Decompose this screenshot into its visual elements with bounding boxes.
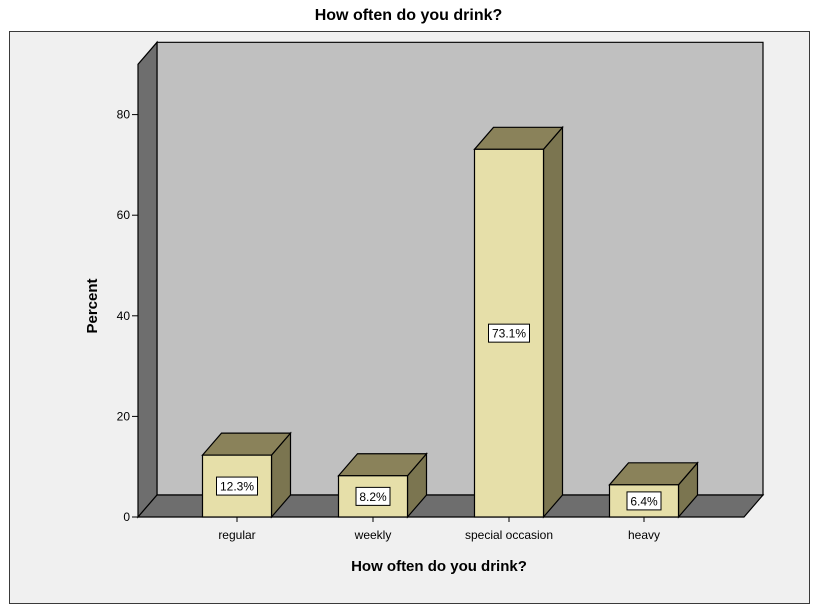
y-axis: 0 20 40 60 80 bbox=[117, 108, 138, 524]
data-label-box bbox=[488, 323, 530, 343]
x-axis-title: How often do you drink? bbox=[351, 558, 527, 575]
left-wall bbox=[137, 40, 158, 519]
back-wall bbox=[156, 41, 764, 496]
x-tick-label: special occasion bbox=[465, 528, 553, 542]
data-label-box bbox=[216, 476, 258, 496]
y-axis-title: Percent bbox=[84, 278, 101, 333]
data-label-box bbox=[626, 491, 662, 511]
data-label: 73.1% bbox=[492, 327, 526, 341]
bar-side bbox=[542, 125, 564, 519]
x-tick-label: weekly bbox=[354, 528, 392, 542]
y-tick-label: 40 bbox=[117, 309, 131, 323]
data-label: 12.3% bbox=[220, 480, 254, 494]
x-axis-labels: regular weekly special occasion heavy bbox=[218, 517, 660, 542]
y-tick-label: 20 bbox=[117, 409, 131, 423]
plot-walls bbox=[136, 40, 765, 519]
x-tick-label: heavy bbox=[628, 528, 660, 542]
data-label: 8.2% bbox=[359, 490, 387, 504]
bars: 12.3% 8.2% 73.1% 6.4% bbox=[201, 125, 699, 519]
data-label-box bbox=[355, 486, 391, 506]
y-tick-label: 80 bbox=[117, 108, 131, 122]
y-tick-label: 0 bbox=[123, 510, 130, 524]
y-tick-label: 60 bbox=[117, 208, 131, 222]
data-label: 6.4% bbox=[630, 494, 658, 508]
x-tick-label: regular bbox=[218, 528, 255, 542]
chart-title: How often do you drink? bbox=[314, 7, 503, 24]
